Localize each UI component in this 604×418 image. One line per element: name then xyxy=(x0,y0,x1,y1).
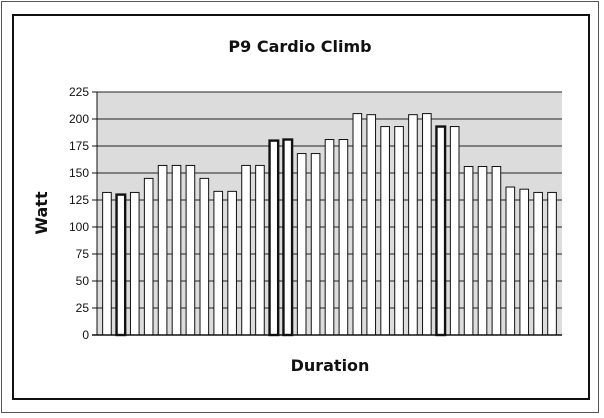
bar xyxy=(449,126,460,336)
x-axis-label: Duration xyxy=(291,356,370,375)
bar xyxy=(143,177,154,336)
bar xyxy=(338,139,349,336)
y-tick-label: 125 xyxy=(69,193,89,207)
bar xyxy=(533,191,543,336)
bar xyxy=(213,190,224,336)
bar xyxy=(408,114,418,336)
y-tick-label: 150 xyxy=(69,166,89,180)
bar xyxy=(129,191,140,336)
y-axis: 0 25 50 75 100 125 150 175 200 225 xyxy=(69,85,562,342)
bar xyxy=(366,114,377,336)
chart-title: P9 Cardio Climb xyxy=(228,37,371,56)
bar xyxy=(463,166,474,336)
bar xyxy=(394,126,404,336)
bar xyxy=(380,126,390,336)
bar xyxy=(422,113,432,336)
bar xyxy=(519,188,530,336)
bar xyxy=(352,113,363,336)
bar xyxy=(199,177,210,336)
bar xyxy=(185,164,196,336)
bar xyxy=(241,164,251,336)
bar xyxy=(310,153,321,336)
bar xyxy=(296,153,307,336)
bar xyxy=(157,164,168,336)
y-tick-label: 175 xyxy=(69,139,89,153)
y-tick-label: 100 xyxy=(69,220,89,234)
bar xyxy=(115,193,127,337)
bar xyxy=(491,166,502,336)
bar xyxy=(324,139,335,336)
y-tick-label: 0 xyxy=(82,328,89,342)
bar xyxy=(255,164,265,336)
bar xyxy=(171,164,182,336)
bar xyxy=(435,125,447,337)
bar xyxy=(505,186,516,336)
bar xyxy=(477,166,488,336)
bar xyxy=(102,191,112,336)
y-tick-label: 50 xyxy=(76,274,90,288)
y-tick-label: 75 xyxy=(76,247,90,261)
bars xyxy=(102,113,557,337)
y-tick-label: 25 xyxy=(76,301,90,315)
bar xyxy=(282,138,294,337)
y-tick-label: 200 xyxy=(69,112,89,126)
bar xyxy=(547,191,557,336)
bar xyxy=(227,190,237,336)
y-axis-label: Watt xyxy=(32,191,51,235)
y-tick-label: 225 xyxy=(69,85,89,99)
bar xyxy=(268,139,280,337)
